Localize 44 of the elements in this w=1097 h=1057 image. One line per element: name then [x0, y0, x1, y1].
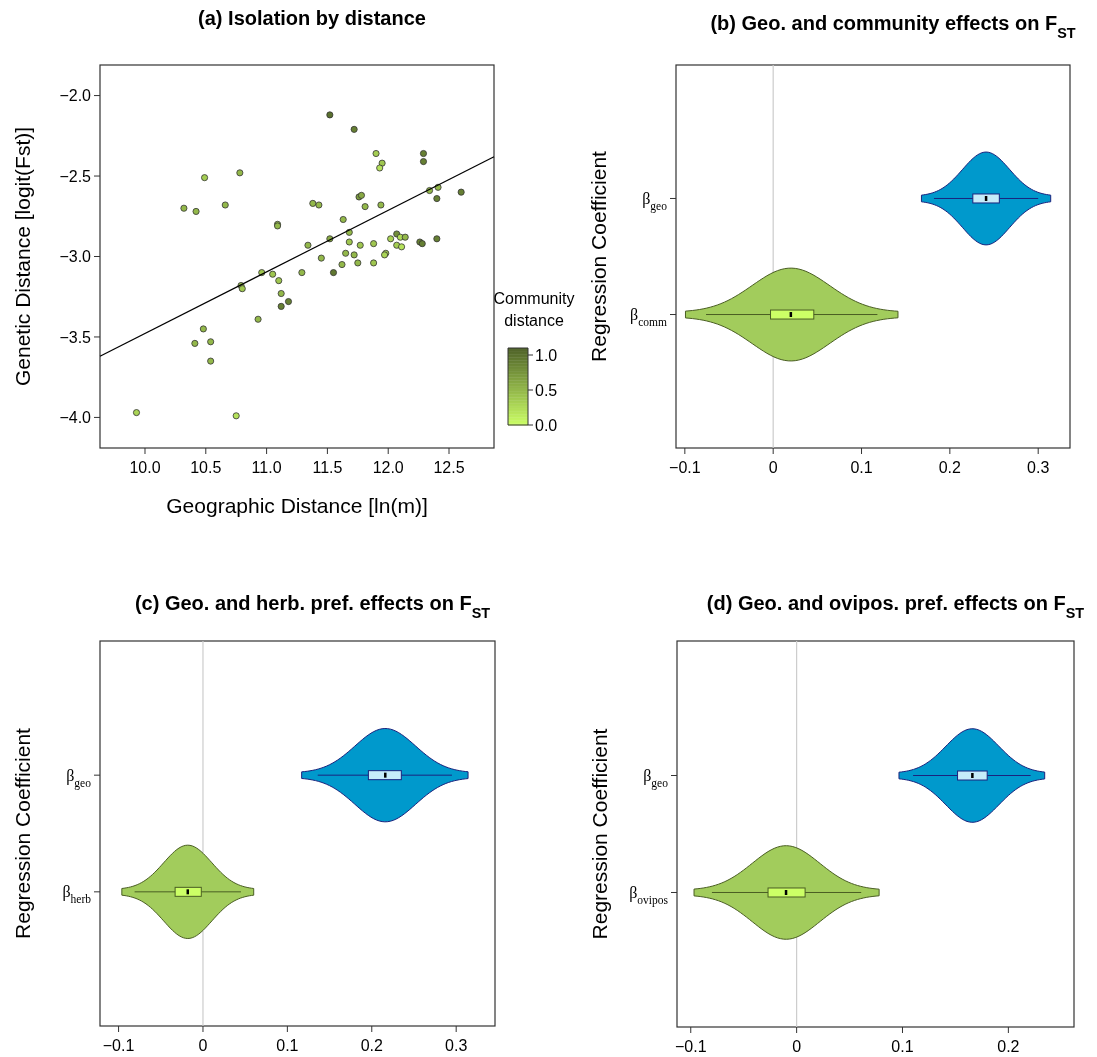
- y-tick-label: −4.0: [59, 409, 92, 427]
- x-tick-label: 0: [768, 459, 778, 476]
- x-tick-label: −0.1: [674, 1038, 707, 1055]
- y-tick-label: β$_{geo}$: [642, 190, 668, 214]
- color-bar-label: 1.0: [535, 346, 558, 364]
- y-axis-title: Regression Coefficient: [11, 727, 34, 939]
- y-tick-label: β$_{geo}$: [643, 767, 669, 791]
- x-tick-label: 12.5: [433, 459, 465, 476]
- y-tick-label: β$_{comm}$: [630, 306, 668, 329]
- x-tick-label: 0.2: [360, 1037, 383, 1054]
- y-tick-label: −2.5: [59, 167, 92, 185]
- chart-title: (a) Isolation by distance: [198, 7, 426, 29]
- x-tick-label: 0.3: [445, 1037, 468, 1054]
- y-tick-label: β$_{herb}$: [62, 883, 92, 906]
- x-tick-label: 0.2: [997, 1038, 1020, 1055]
- x-tick-label: −0.1: [102, 1037, 135, 1054]
- y-tick-label: −2.0: [59, 87, 92, 105]
- x-tick-label: 11.0: [251, 459, 282, 476]
- x-tick-label: 0.1: [850, 459, 873, 476]
- x-tick-label: 10.0: [129, 459, 161, 476]
- x-tick-label: 0.3: [1027, 459, 1050, 476]
- color-bar-title: Community distance: [493, 290, 575, 329]
- color-bar-label: 0.0: [535, 416, 558, 434]
- y-axis-title: Regression Coefficient: [588, 728, 611, 940]
- color-bar-label: 0.5: [535, 381, 558, 399]
- x-tick-label: 0: [792, 1038, 802, 1055]
- x-axis-title: Geographic Distance [ln(m)]: [166, 494, 428, 517]
- x-tick-label: 0.1: [891, 1038, 914, 1055]
- x-tick-label: 0.1: [276, 1037, 299, 1054]
- y-tick-label: β$_{geo}$: [66, 766, 92, 790]
- x-tick-label: 0.2: [938, 459, 962, 476]
- y-tick-label: β$_{ovipos}$: [629, 884, 669, 908]
- chart-title: (b) Geo. and community effects on F$_{ST}$: [710, 12, 1076, 41]
- x-tick-label: 0: [198, 1037, 208, 1054]
- y-axis-title: Genetic Distance [logit(Fst)]: [11, 126, 34, 387]
- x-tick-label: 10.5: [190, 459, 222, 476]
- y-tick-label: −3.0: [59, 248, 92, 266]
- y-tick-label: −3.5: [59, 328, 92, 346]
- y-axis-title: Regression Coefficient: [587, 150, 610, 362]
- chart-title: (c) Geo. and herb. pref. effects on F$_{ST}$: [134, 592, 491, 621]
- chart-title: (d) Geo. and ovipos. pref. effects on F$_{ST}$: [706, 592, 1085, 621]
- x-tick-label: −0.1: [669, 459, 701, 476]
- x-tick-label: 11.5: [312, 459, 343, 476]
- x-tick-label: 12.0: [372, 459, 404, 476]
